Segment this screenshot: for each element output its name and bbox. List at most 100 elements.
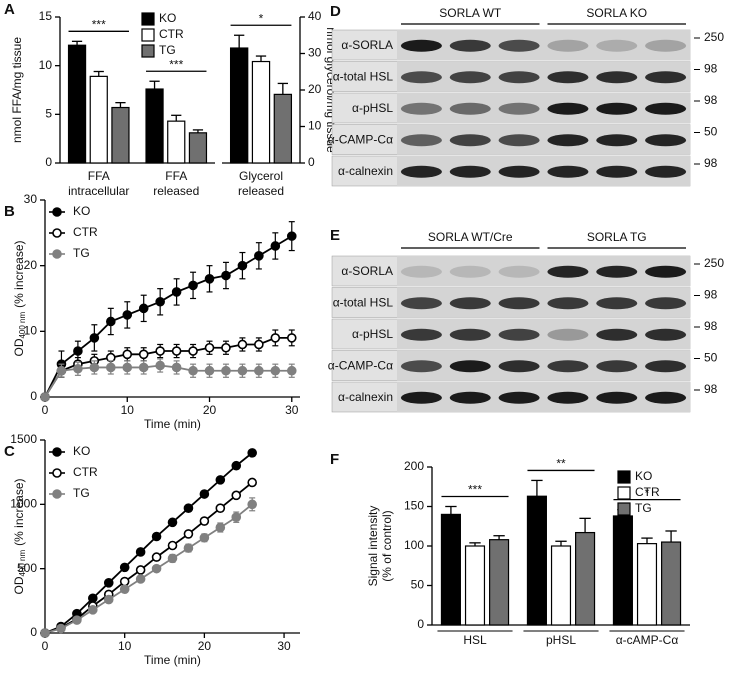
x-tick-label: 30 [285,403,299,417]
band [498,265,540,278]
blot-marker: 98 [704,319,718,333]
x-tick-label: 10 [121,403,135,417]
significance-label: * [259,11,264,25]
marker [215,475,226,485]
bar [273,93,293,164]
band [547,165,589,178]
bar [167,120,186,164]
band [547,391,589,404]
marker [270,365,281,376]
legend-swatch [617,502,631,516]
legend-marker [52,207,62,217]
band [645,391,687,404]
marker [56,365,67,376]
band [400,134,442,147]
blot-strip [397,319,690,349]
y-tick-label: 20 [24,258,38,272]
series-line [44,364,292,398]
x-tick-label: pHSL [546,633,576,647]
series-line [44,337,292,398]
band [449,360,491,373]
y-axis-label: Signal intensity [366,506,380,587]
band [400,71,442,84]
band [449,102,491,115]
band [596,71,638,84]
blot-marker: 98 [704,382,718,396]
marker [135,574,146,584]
marker [122,310,133,320]
marker [135,565,146,575]
marker [188,365,198,376]
y-tick-label: 50 [411,578,425,592]
y-tick-label: 0 [45,155,52,169]
significance-label: ** [556,457,566,471]
y-axis-label: (% of control) [380,510,394,581]
y-tick-label: 30 [24,192,38,206]
x-axis-label: Time (min) [144,653,201,667]
y-tick-label: 1000 [10,497,37,511]
marker [40,392,50,402]
blot-strip [397,256,690,286]
band [400,165,442,178]
band [498,134,540,147]
x-tick-label-line: FFA [165,169,187,183]
y-tick-label: 30 [308,46,322,60]
marker [204,342,215,353]
bar [251,60,271,164]
band [596,134,638,147]
panel-label: B [4,203,15,220]
bar [89,75,108,164]
band [449,71,491,84]
legend-label: CTR [73,225,98,239]
marker [237,339,248,350]
band [449,265,491,278]
marker [155,346,165,356]
legend-marker [52,447,62,457]
y-axis-label: OD400 nm (% increase) [12,478,27,594]
y-tick-label: 0 [30,625,37,639]
legend-label: CTR [73,465,98,479]
blot-marker: 50 [704,125,718,139]
marker [199,516,210,526]
band [547,265,589,278]
band [498,360,540,373]
x-tick-label: 0 [42,639,49,653]
y-tick-label: 40 [308,9,322,23]
marker [72,615,82,625]
marker [119,584,130,595]
legend-label: TG [73,246,90,260]
marker [231,512,242,523]
band [400,328,442,341]
legend-marker [52,228,62,238]
band [449,391,491,404]
legend-label: KO [73,204,90,218]
blot-row-label: α-CAMP-Cα [328,132,393,146]
band [400,102,442,115]
blot-marker: 98 [704,93,718,107]
legend-swatch [617,470,631,484]
marker [171,346,182,356]
marker [247,499,257,510]
marker [155,296,165,307]
x-tick-label-line: released [153,184,199,198]
bar [464,545,486,626]
marker [204,365,215,376]
blot-marker: 98 [704,288,718,302]
marker [103,594,114,605]
band [498,165,540,178]
blot-strip [397,30,690,60]
band [400,360,442,373]
y-tick-label: 10 [308,119,322,133]
marker [221,270,231,281]
marker [167,553,178,564]
bar [440,513,461,626]
y-label-suffix: (% increase) [12,478,26,545]
marker [151,531,162,542]
marker [167,540,178,551]
band [645,360,687,373]
band [596,360,638,373]
band [547,134,589,147]
band [596,265,638,278]
blot-row-label: α-total HSL [333,69,394,83]
